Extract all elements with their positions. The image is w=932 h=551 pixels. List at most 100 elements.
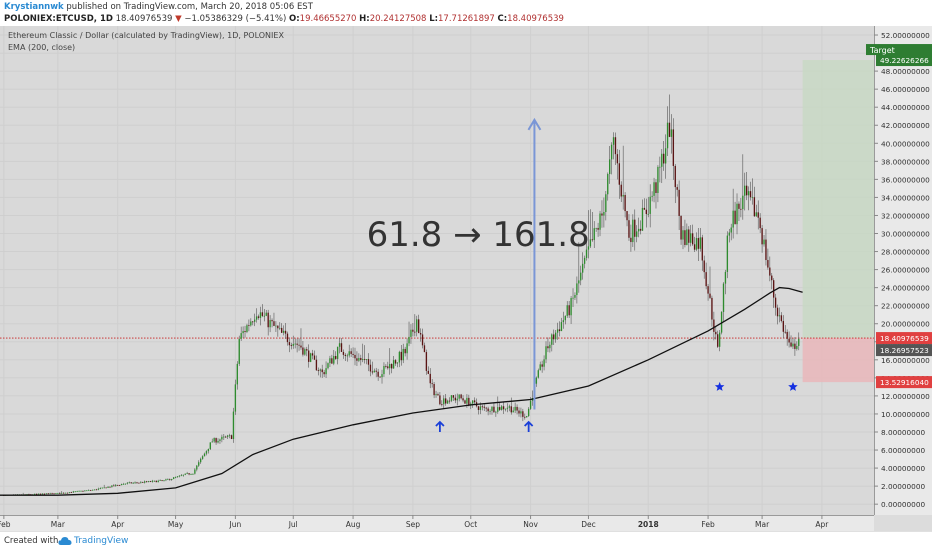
candle-body [562, 320, 565, 323]
candle-body [502, 406, 505, 410]
candle-body [715, 331, 717, 335]
candle-body [43, 493, 46, 495]
candle-body [425, 352, 428, 371]
candle-body [300, 345, 302, 348]
candle-body [88, 490, 90, 491]
tradingview-cloud-icon [58, 537, 72, 545]
candle-body [524, 416, 526, 418]
candle-body [481, 406, 484, 408]
candle-body [435, 394, 437, 396]
candle-body [284, 330, 287, 334]
candle-body [163, 480, 165, 482]
candle-body [603, 212, 605, 216]
candle-body [448, 400, 451, 402]
candle-body [433, 384, 435, 396]
candle-body [784, 331, 786, 333]
candle-body [213, 438, 215, 442]
candle-body [788, 338, 790, 343]
candle-body [769, 267, 771, 276]
candle-body [670, 129, 673, 137]
candle-body [722, 283, 725, 312]
price-axis[interactable] [874, 26, 932, 515]
candle-body [335, 356, 337, 359]
candle-body [37, 493, 40, 495]
candle-body [691, 233, 694, 245]
candle-body [142, 481, 144, 483]
candle-body [736, 203, 738, 225]
candle-body [556, 329, 559, 333]
candle-body [64, 492, 67, 494]
candle-body [306, 349, 308, 351]
candle-body [581, 263, 584, 273]
ema-price-tag-bg [876, 344, 932, 357]
candle-body [624, 194, 626, 212]
candle-body [78, 490, 80, 492]
candle-body [55, 493, 57, 495]
candle-body [402, 348, 404, 361]
candle-body [767, 260, 769, 268]
x-tick-label: Sep [406, 520, 420, 529]
candle-body [309, 353, 312, 362]
x-tick-label: Mar [755, 520, 770, 529]
candle-body [589, 239, 592, 247]
low-label: L: [429, 14, 439, 24]
y-tick-label: 26.00000000 [881, 266, 930, 275]
y-tick-label: 40.00000000 [881, 139, 930, 148]
stop-price-tag: 13.52916040 [880, 378, 929, 387]
candle-body [529, 400, 532, 409]
x-tick-label: Jun [229, 520, 242, 529]
candle-body [456, 398, 458, 401]
chart-header: Krystiannwk published on TradingView.com… [0, 0, 932, 26]
candle-body [76, 491, 78, 492]
candle-body [107, 486, 109, 488]
candle-body [655, 182, 657, 193]
candle-body [99, 488, 102, 489]
current-price-tag-bg [876, 332, 932, 345]
candle-body [342, 351, 345, 355]
candle-body [740, 208, 742, 210]
candle-body [730, 227, 732, 233]
candle-body [497, 407, 499, 412]
candle-body [618, 163, 620, 185]
candle-body [794, 343, 796, 349]
candle-body [360, 357, 362, 361]
candle-body [406, 343, 408, 354]
target-price-tag-bg [876, 54, 932, 67]
candle-body [192, 473, 194, 475]
candle-body [221, 436, 223, 440]
x-tick-label: Aug [346, 520, 361, 529]
candle-body [651, 195, 653, 197]
candle-body [103, 487, 105, 489]
candle-body [198, 462, 200, 466]
ema-indicator-label[interactable]: EMA (200, close) [8, 43, 76, 52]
candle-body [51, 493, 53, 495]
candle-body [140, 481, 142, 483]
y-tick-label: 10.00000000 [881, 410, 930, 419]
tradingview-brand[interactable]: TradingView [74, 536, 129, 546]
candle-body [59, 493, 61, 494]
chart-svg[interactable]: 61.8 → 161.8 0.00000000 2.00000000 4.00000… [0, 26, 932, 531]
quote-line: POLONIEX:ETCUSD, 1D 18.40976539 ▼ −1.053… [4, 14, 564, 24]
candle-body [537, 370, 539, 378]
candle-body [693, 244, 696, 250]
candle-body [80, 490, 82, 492]
candle-body [749, 191, 752, 198]
candle-body [792, 343, 794, 347]
chart-area[interactable]: 61.8 → 161.8 0.00000000 2.00000000 4.00000… [0, 26, 932, 532]
publish-line: Krystiannwk published on TradingView.com… [4, 2, 313, 12]
time-axis[interactable] [0, 515, 874, 532]
y-tick-label: 52.00000000 [881, 31, 930, 40]
high-label: H: [359, 14, 370, 24]
candle-body [641, 207, 644, 231]
author-link[interactable]: Krystiannwk [4, 2, 64, 12]
candle-body [159, 480, 161, 481]
candle-body [244, 331, 246, 333]
candle-body [392, 360, 395, 369]
candle-body [419, 333, 422, 335]
candle-body [255, 316, 258, 320]
candle-body [454, 397, 457, 401]
candle-body [282, 330, 285, 333]
candle-body [759, 217, 761, 229]
chart-title: Ethereum Classic / Dollar (calculated by… [8, 31, 284, 40]
candle-body [499, 407, 501, 410]
